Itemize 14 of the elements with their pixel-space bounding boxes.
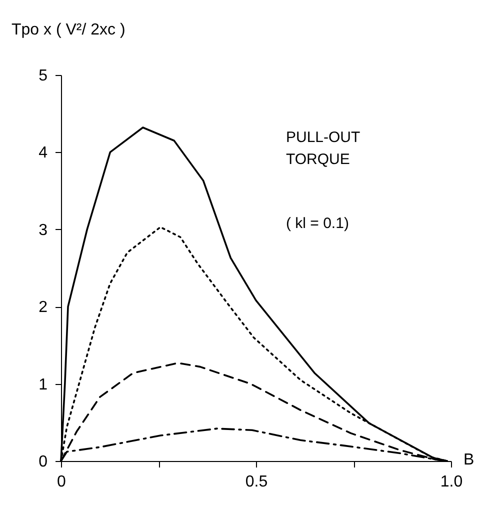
y-tick-label: 0: [38, 454, 48, 470]
annotation: ( kl = 0.1): [286, 215, 349, 232]
y-tick-label: 1: [38, 376, 48, 394]
y-tick-label: 3: [38, 222, 48, 239]
x-tick-label: 1.0: [440, 474, 463, 490]
annotation: PULL-OUT: [286, 129, 360, 146]
y-tick-label: 4: [38, 144, 48, 162]
x-tick-label: 0: [57, 474, 66, 490]
x-axis-title: B: [464, 452, 474, 468]
x-tick-label: 0.5: [245, 474, 268, 490]
y-axis-title: Tpo x ( V²/ 2xc ): [12, 22, 126, 38]
y-tick-label: 2: [38, 299, 48, 316]
annotation: TORQUE: [286, 151, 350, 168]
y-tick-label: 5: [38, 68, 48, 84]
